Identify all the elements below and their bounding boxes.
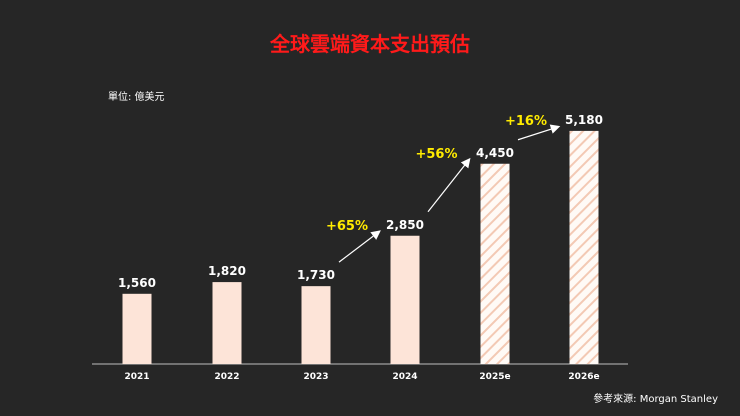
bar-2025e <box>480 163 510 364</box>
bar-2024 <box>390 235 420 364</box>
source-label: 參考來源: Morgan Stanley <box>593 394 718 405</box>
value-label-2024: 2,850 <box>386 218 424 232</box>
growth-label-1: +65% <box>326 219 368 234</box>
growth-label-2: +56% <box>415 147 457 162</box>
growth-arrow-3 <box>517 124 561 141</box>
value-label-2025e: 4,450 <box>476 146 514 160</box>
unit-label: 單位: 億美元 <box>108 92 165 103</box>
value-label-2023: 1,730 <box>297 268 335 282</box>
value-label-2026e: 5,180 <box>565 113 603 127</box>
value-label-2022: 1,820 <box>208 264 246 278</box>
tick-label-2026e: 2026e <box>568 372 599 382</box>
bar-2022 <box>212 282 242 364</box>
tick-label-2025e: 2025e <box>479 372 510 382</box>
value-label-2021: 1,560 <box>118 276 156 290</box>
tick-label-2022: 2022 <box>214 372 239 382</box>
growth-arrow-1 <box>338 230 381 263</box>
chart-title: 全球雲端資本支出預估 <box>270 32 470 56</box>
bar-2026e <box>569 130 599 364</box>
growth-arrow-2 <box>427 157 471 213</box>
bar-2021 <box>122 293 152 364</box>
tick-label-2021: 2021 <box>124 372 149 382</box>
growth-label-3: +16% <box>505 114 547 129</box>
tick-label-2023: 2023 <box>303 372 328 382</box>
tick-label-2024: 2024 <box>392 372 417 382</box>
bar-2023 <box>301 286 331 364</box>
